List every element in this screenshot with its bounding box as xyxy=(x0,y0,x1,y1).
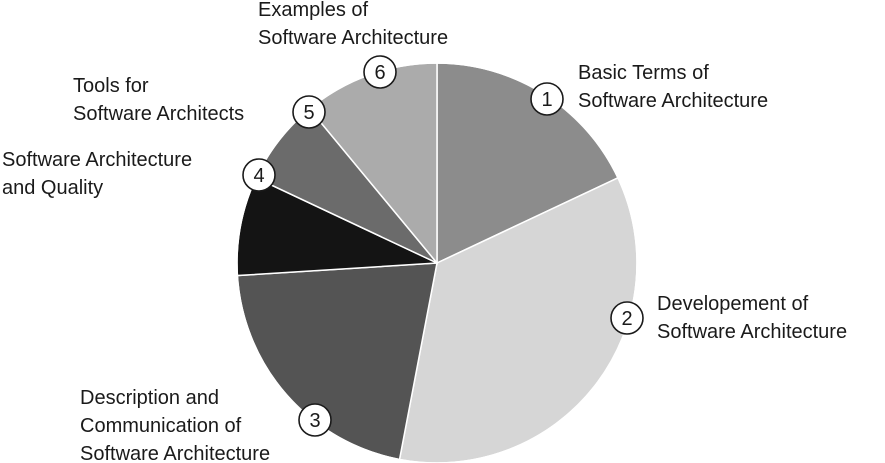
slice-label-4-line-2: and Quality xyxy=(2,177,103,199)
slice-number: 2 xyxy=(621,308,632,330)
slice-number-badge-4: 4 xyxy=(242,158,276,192)
slice-label-1-line-1: Basic Terms of xyxy=(578,62,709,84)
slice-label-5-line-1: Tools for xyxy=(73,75,149,97)
slice-number: 4 xyxy=(253,165,264,187)
slice-label-6-line-1: Examples of xyxy=(258,0,368,21)
badge-circle xyxy=(292,95,326,129)
slice-number: 1 xyxy=(541,89,552,111)
badge-circle xyxy=(610,301,644,335)
slice-number-badge-6: 6 xyxy=(363,55,397,89)
slice-number: 3 xyxy=(309,410,320,432)
slice-label-4-line-1: Software Architecture xyxy=(2,149,192,171)
slice-label-1-line-2: Software Architecture xyxy=(578,90,768,112)
slice-label-5-line-2: Software Architects xyxy=(73,103,244,125)
slice-label-6-line-2: Software Architecture xyxy=(258,27,448,49)
slice-number-badge-5: 5 xyxy=(292,95,326,129)
slice-label-2-line-2: Software Architecture xyxy=(657,321,847,343)
badge-circle xyxy=(363,55,397,89)
slice-number-badge-3: 3 xyxy=(298,403,332,437)
badge-circle xyxy=(298,403,332,437)
slice-number-badge-1: 1 xyxy=(530,82,564,116)
slice-label-2-line-1: Developement of xyxy=(657,293,809,315)
pie-outline xyxy=(236,62,638,463)
badge-circle xyxy=(530,82,564,116)
slice-label-3-line-2: Communication of xyxy=(80,415,242,437)
slice-number: 6 xyxy=(374,62,385,84)
badge-circle xyxy=(242,158,276,192)
slice-number-badge-2: 2 xyxy=(610,301,644,335)
slice-number: 5 xyxy=(303,102,314,124)
slice-label-3-line-3: Software Architecture xyxy=(80,443,270,463)
slice-label-3-line-1: Description and xyxy=(80,387,219,409)
slice-labels: 1 Basic Terms of Software Architecture 2 Dev… xyxy=(2,0,847,463)
